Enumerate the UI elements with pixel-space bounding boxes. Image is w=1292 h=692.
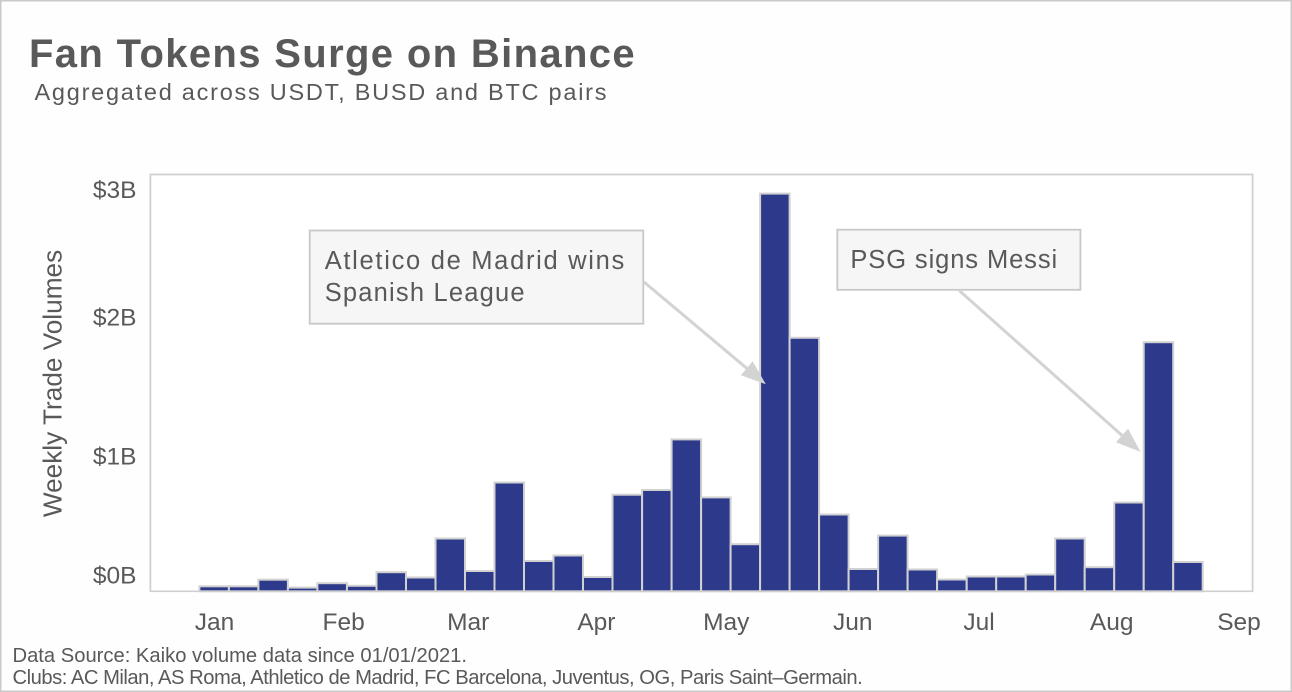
svg-text:PSG signs Messi: PSG signs Messi bbox=[850, 246, 1058, 274]
svg-text:Mar: Mar bbox=[447, 609, 489, 636]
svg-text:$3B: $3B bbox=[93, 177, 137, 204]
svg-text:Aug: Aug bbox=[1090, 609, 1134, 636]
svg-text:Fan Tokens Surge on Binance: Fan Tokens Surge on Binance bbox=[29, 32, 636, 76]
svg-text:Weekly Trade Volumes: Weekly Trade Volumes bbox=[37, 250, 67, 517]
svg-text:$1B: $1B bbox=[93, 443, 137, 470]
svg-text:Data Source: Kaiko volume data: Data Source: Kaiko volume data since 01/… bbox=[13, 645, 468, 667]
svg-text:May: May bbox=[703, 609, 750, 636]
svg-text:Jul: Jul bbox=[963, 609, 994, 636]
svg-text:Aggregated across USDT, BUSD a: Aggregated across USDT, BUSD and BTC pai… bbox=[35, 79, 609, 105]
svg-text:Atletico de Madrid wins: Atletico de Madrid wins bbox=[325, 247, 626, 275]
svg-text:Clubs: AC Milan, AS Roma, Athl: Clubs: AC Milan, AS Roma, Athletico de M… bbox=[13, 667, 863, 689]
svg-text:Jan: Jan bbox=[195, 609, 235, 636]
svg-text:Jun: Jun bbox=[833, 609, 873, 636]
svg-text:$2B: $2B bbox=[93, 305, 137, 332]
svg-text:Spanish League: Spanish League bbox=[325, 279, 526, 307]
svg-text:Feb: Feb bbox=[322, 609, 364, 636]
svg-text:$0B: $0B bbox=[93, 562, 137, 589]
svg-text:Sep: Sep bbox=[1217, 609, 1261, 636]
svg-text:Apr: Apr bbox=[577, 609, 615, 636]
